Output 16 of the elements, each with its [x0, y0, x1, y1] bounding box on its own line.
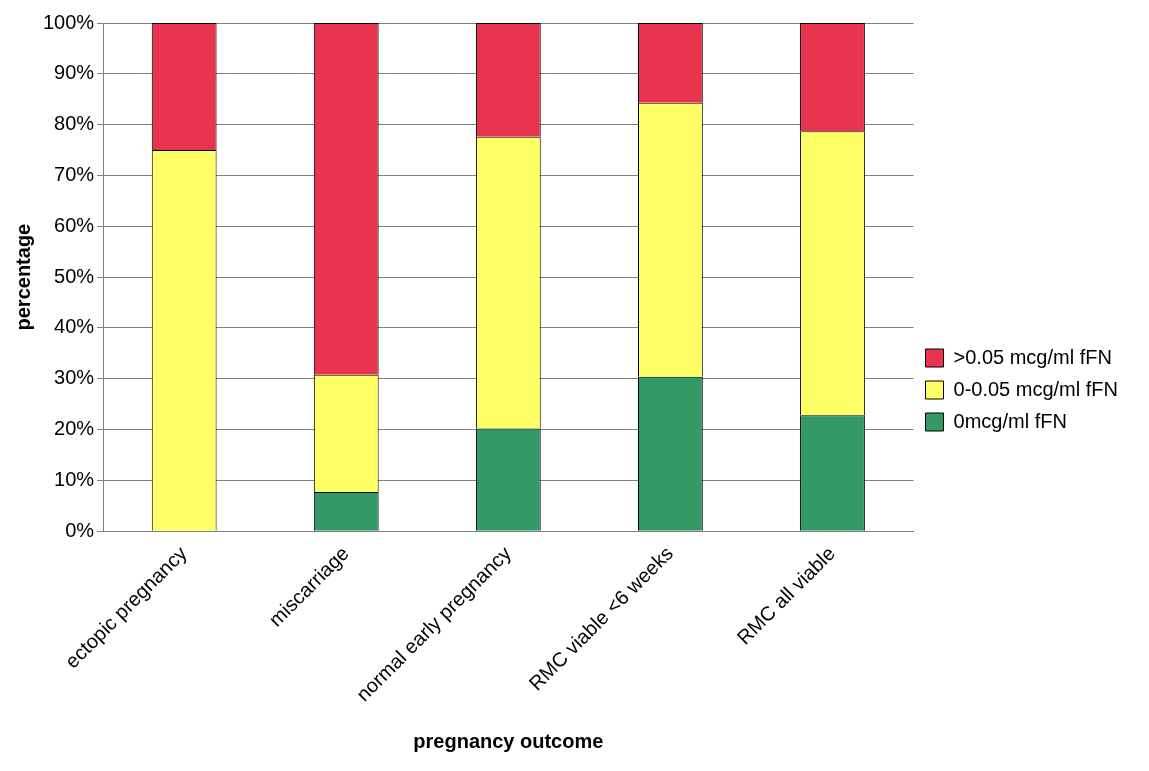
- y-tick-label: 80%: [54, 112, 95, 135]
- y-tick-label: 20%: [54, 417, 95, 440]
- legend-label: >0.05 mcg/ml fFN: [953, 345, 1112, 368]
- x-axis-title: pregnancy outcome: [413, 729, 604, 752]
- y-tick-label: 50%: [54, 264, 95, 287]
- y-tick-label: 70%: [54, 162, 95, 185]
- y-tick-label: 90%: [54, 61, 95, 84]
- y-tick-label: 0%: [65, 518, 95, 541]
- legend-label: 0-0.05 mcg/ml fFN: [953, 377, 1118, 400]
- y-tick-label: 30%: [54, 366, 95, 389]
- legend-label: 0mcg/ml fFN: [953, 409, 1067, 432]
- y-tick-label: 60%: [54, 213, 95, 236]
- y-axis-title: percentage: [11, 223, 34, 331]
- y-tick-label: 40%: [54, 315, 95, 338]
- y-tick-label: 100%: [43, 10, 95, 33]
- y-tick-label: 10%: [54, 467, 95, 490]
